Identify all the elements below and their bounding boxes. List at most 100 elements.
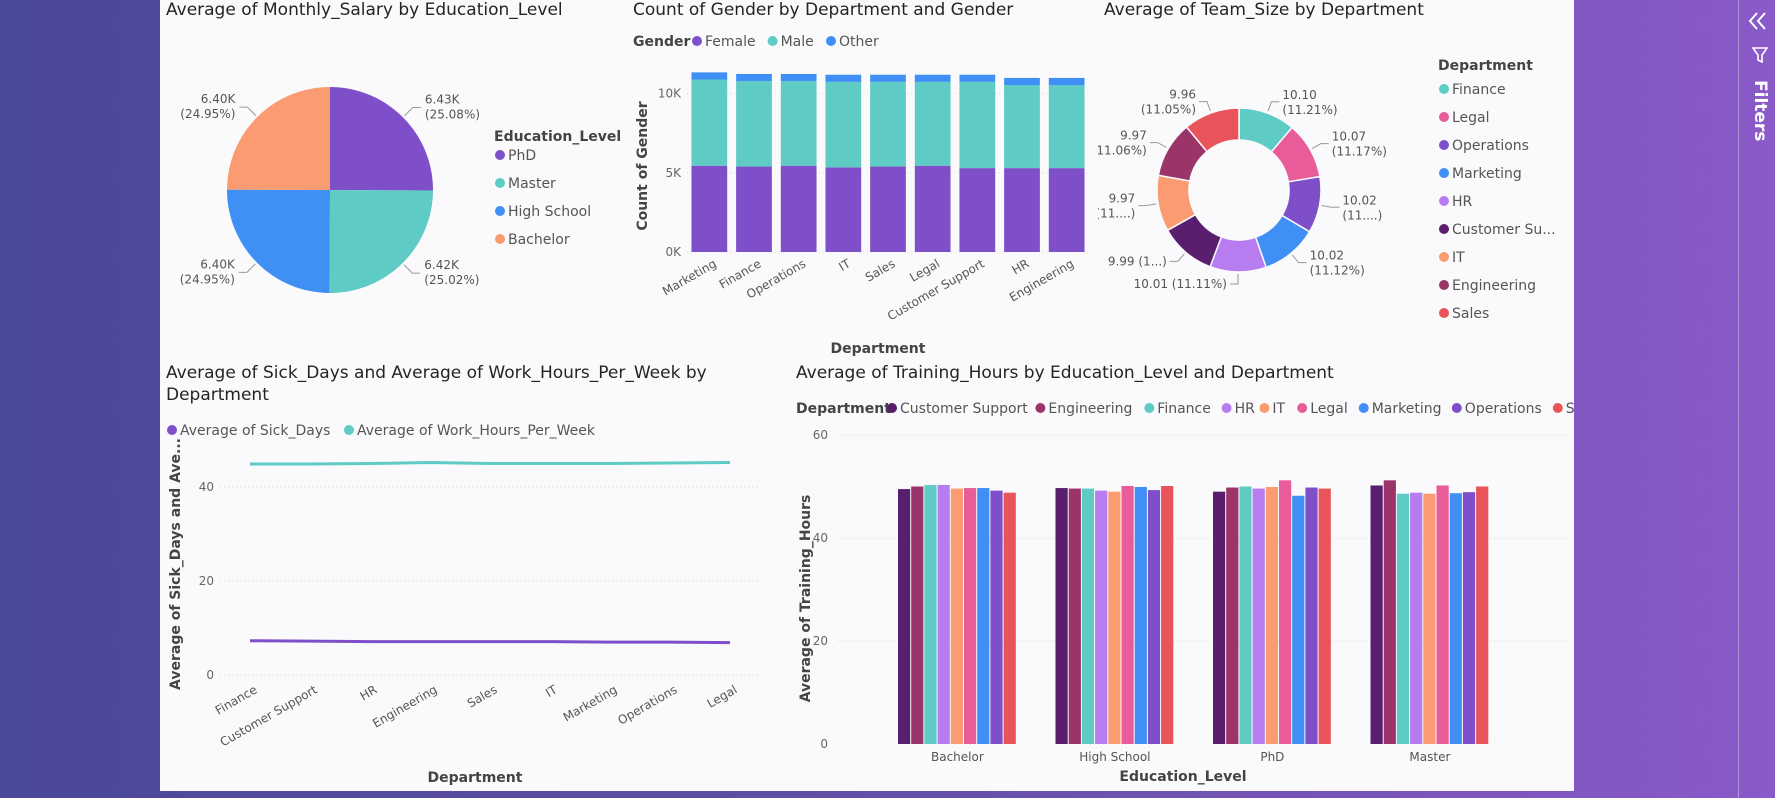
donut-leader-line — [1291, 254, 1307, 264]
training-y-axis-label: Average of Training_Hours — [798, 495, 814, 703]
donut-data-label-value: 10.10 — [1282, 88, 1316, 102]
line-chart-sick-days-work-hours[interactable]: Average of Sick_Days and Average of Work… — [160, 363, 788, 791]
chevron-double-left-icon[interactable] — [1747, 10, 1769, 32]
gender-x-tick-label: HR — [1009, 256, 1031, 277]
gender-bar-other — [780, 73, 817, 82]
donut-data-label-pct: (11.05%) — [1141, 103, 1196, 117]
pie-legend-label: High School — [508, 204, 591, 220]
pie-chart-title: Average of Monthly_Salary by Education_L… — [166, 0, 563, 20]
pie-legend-label: Master — [508, 176, 556, 192]
donut-legend-marker — [1439, 196, 1449, 206]
donut-data-label-value: 9.99 (1...) — [1108, 254, 1167, 268]
pie-legend-title: Education_Level — [494, 129, 621, 145]
gender-legend-marker — [692, 36, 702, 46]
gender-bar-male — [736, 81, 772, 167]
gender-bar-female — [914, 165, 951, 252]
gender-y-axis-label: Count of Gender — [635, 101, 651, 230]
gender-bar-other — [870, 74, 906, 82]
filters-pane[interactable] — [1738, 0, 1775, 798]
pie-data-label-pct: (24.95%) — [180, 107, 235, 121]
donut-chart-team-size[interactable]: Average of Team_Size by Department 10.10… — [1092, 0, 1572, 360]
training-x-tick-label: Bachelor — [931, 750, 984, 764]
pie-leader-line — [404, 106, 421, 117]
gender-y-tick-label: 5K — [665, 166, 682, 180]
gender-bar-male — [691, 79, 728, 166]
pie-chart-svg: 6.43K(25.08%)6.42K(25.02%)6.40K(24.95%)6… — [180, 87, 621, 294]
gender-bar-male — [914, 81, 951, 166]
gender-bar-male — [959, 81, 996, 169]
donut-chart-title: Average of Team_Size by Department — [1104, 0, 1424, 20]
pie-slice-high-school — [227, 189, 330, 293]
pie-data-label-value: 6.40K — [201, 92, 237, 106]
donut-legend-label: Customer Su... — [1452, 222, 1556, 238]
gender-bar-other — [1048, 77, 1085, 86]
pie-data-label-pct: (25.08%) — [425, 107, 480, 121]
filters-pane-label[interactable]: Filters — [1750, 80, 1770, 142]
pie-slice-phd — [330, 87, 433, 191]
training-bar-marketing — [1134, 487, 1147, 744]
gender-chart-title: Count of Gender by Department and Gender — [633, 0, 1014, 20]
donut-legend-label: Marketing — [1452, 166, 1522, 182]
training-bar-engineering — [911, 486, 924, 744]
gender-y-tick-label: 0K — [665, 245, 682, 259]
training-legend-marker — [1451, 403, 1462, 413]
gender-bar-female — [780, 165, 817, 252]
donut-legend-marker — [1439, 112, 1449, 122]
pie-data-label-value: 6.40K — [200, 257, 236, 271]
donut-legend-marker — [1439, 168, 1449, 178]
donut-legend-title: Department — [1438, 58, 1533, 74]
training-bar-customer-support — [1370, 485, 1383, 744]
gender-bar-other — [691, 72, 728, 80]
clustered-bar-chart-training[interactable]: Average of Training_Hours by Education_L… — [790, 363, 1603, 791]
training-x-axis-label: Education_Level — [1119, 769, 1246, 785]
training-bar-marketing — [1292, 495, 1305, 744]
pie-leader-line — [403, 264, 421, 274]
training-x-tick-label: Master — [1409, 750, 1450, 764]
stacked-bar-chart-gender[interactable]: Count of Gender by Department and Gender… — [627, 0, 1097, 360]
gender-x-tick-label: Sales — [863, 256, 898, 284]
pie-slice-bachelor — [227, 87, 330, 190]
report-canvas: Average of Monthly_Salary by Education_L… — [160, 0, 1603, 791]
gender-x-axis-label: Department — [831, 341, 926, 357]
training-legend-label: Legal — [1310, 401, 1348, 417]
donut-data-label-pct: (11.17%) — [1332, 145, 1387, 159]
line-x-tick-label: HR — [357, 682, 379, 703]
donut-data-label-value: 10.07 — [1332, 130, 1366, 144]
gender-legend-label: Other — [839, 34, 879, 50]
training-bar-sales — [1318, 488, 1331, 744]
donut-legend-label: IT — [1452, 250, 1465, 266]
gender-bar-female — [1048, 168, 1085, 252]
training-legend-label: Finance — [1157, 401, 1211, 417]
gender-bar-male — [1048, 85, 1085, 169]
donut-data-label-value: 9.96 — [1169, 88, 1196, 102]
line-legend-marker — [344, 425, 354, 435]
pie-chart-salary-by-education[interactable]: Average of Monthly_Salary by Education_L… — [160, 0, 625, 360]
filter-funnel-icon[interactable] — [1752, 46, 1768, 64]
line-chart-title-line2: Department — [166, 385, 269, 405]
training-legend-title: Department — [796, 401, 891, 417]
donut-leader-line — [1138, 203, 1157, 207]
pie-legend-label: Bachelor — [508, 232, 570, 248]
gender-x-tick-label: Marketing — [660, 256, 719, 298]
line-x-tick-label: Sales — [465, 682, 500, 710]
training-bar-engineering — [1226, 487, 1239, 744]
line-y-tick-label: 40 — [199, 480, 214, 494]
training-y-tick-label: 20 — [813, 634, 828, 648]
training-bar-legal — [1121, 485, 1134, 744]
donut-legend-marker — [1439, 308, 1449, 318]
donut-chart-svg: 10.10(11.21%)10.07(11.17%)10.02(11....)1… — [1092, 58, 1556, 322]
donut-data-label-value: 9.97 — [1109, 192, 1136, 206]
training-bar-sales — [1003, 492, 1016, 744]
training-legend-marker — [1221, 403, 1232, 413]
donut-data-label-pct: (11.06%) — [1098, 144, 1147, 158]
training-bar-it — [950, 488, 963, 744]
pie-legend-marker — [495, 206, 505, 216]
gender-x-tick-label: IT — [836, 256, 853, 274]
line-legend-label: Average of Sick_Days — [180, 423, 330, 439]
training-bar-marketing — [977, 488, 990, 744]
training-legend-label: Customer Support — [900, 401, 1028, 417]
donut-legend-marker — [1439, 140, 1449, 150]
training-x-tick-label: PhD — [1260, 750, 1284, 764]
gender-legend-label: Male — [781, 34, 814, 50]
donut-leader-line — [1169, 253, 1185, 262]
